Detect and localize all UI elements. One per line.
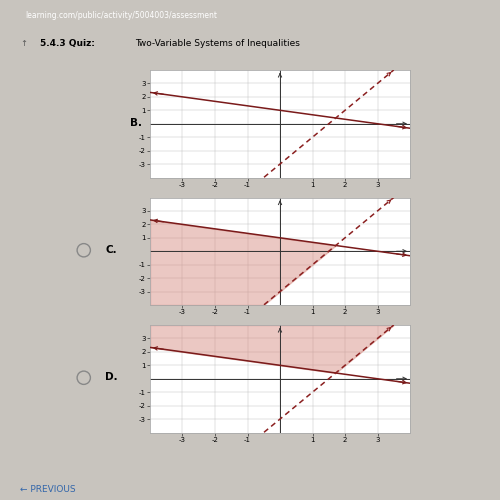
Text: C.: C. [105, 245, 117, 255]
Text: 5.4.3 Quiz:: 5.4.3 Quiz: [40, 39, 95, 48]
Text: B.: B. [130, 118, 142, 128]
Text: ↑: ↑ [20, 39, 27, 48]
Text: Two-Variable Systems of Inequalities: Two-Variable Systems of Inequalities [135, 39, 300, 48]
Text: ← PREVIOUS: ← PREVIOUS [20, 486, 76, 494]
Text: D.: D. [105, 372, 118, 382]
Text: learning.com/public/activity/5004003/assessment: learning.com/public/activity/5004003/ass… [25, 10, 217, 20]
